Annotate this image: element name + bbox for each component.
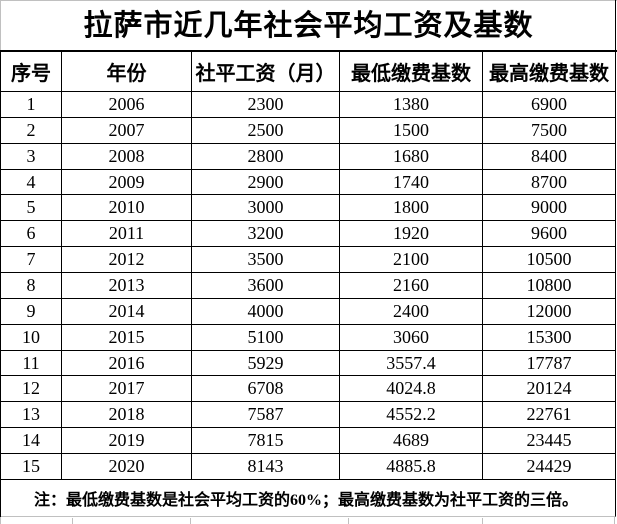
table-cell: 2011 [62,221,192,248]
table-cell: 5929 [192,350,340,377]
table-cell: 2015 [62,324,192,351]
table-cell: 4024.8 [340,376,483,403]
column-header: 社平工资（月） [192,52,340,92]
sheet-gridline-tick [190,518,191,524]
table-cell: 6900 [483,92,616,118]
table-cell: 7500 [483,117,616,144]
table-cell: 3000 [192,195,340,222]
table-cell: 2 [1,117,62,144]
table-cell: 2300 [192,92,340,118]
table-cell: 1 [1,92,62,118]
table-cell: 6 [1,221,62,248]
sheet-gridline-tick [348,518,349,524]
table-cell: 15300 [483,324,616,351]
table-cell: 3200 [192,221,340,248]
table-cell: 23445 [483,428,616,455]
page-title: 拉萨市近几年社会平均工资及基数 [83,10,534,42]
table-cell: 4885.8 [340,454,483,480]
table-cell: 2020 [62,454,192,480]
table-cell: 2800 [192,143,340,170]
table-cell: 9 [1,298,62,325]
table-cell: 20124 [483,376,616,403]
table-cell: 2007 [62,117,192,144]
table-cell: 2900 [192,169,340,196]
sheet-gridline-tick [72,518,73,524]
table-cell: 2009 [62,169,192,196]
table-cell: 3557.4 [340,350,483,377]
table-cell: 11 [1,350,62,377]
table-cell: 22761 [483,402,616,429]
table-cell: 1800 [340,195,483,222]
table-cell: 2006 [62,92,192,118]
table-cell: 7 [1,247,62,274]
table-cell: 2400 [340,298,483,325]
table-cell: 1740 [340,169,483,196]
table-cell: 5100 [192,324,340,351]
table-cell: 1500 [340,117,483,144]
table-cell: 4552.2 [340,402,483,429]
table-cell: 3 [1,143,62,170]
table-cell: 6708 [192,376,340,403]
table-cell: 10500 [483,247,616,274]
table-cell: 13 [1,402,62,429]
table-cell: 4 [1,169,62,196]
table-cell: 2016 [62,350,192,377]
table-cell: 2012 [62,247,192,274]
table-cell: 7587 [192,402,340,429]
table-cell: 2014 [62,298,192,325]
table-cell: 8143 [192,454,340,480]
table-cell: 2013 [62,273,192,299]
table-cell: 2018 [62,402,192,429]
table-cell: 8700 [483,169,616,196]
table-cell: 9000 [483,195,616,222]
table-cell: 3600 [192,273,340,299]
table-cell: 14 [1,428,62,455]
table-cell: 2010 [62,195,192,222]
table-cell: 2100 [340,247,483,274]
table-cell: 2017 [62,376,192,403]
table-cell: 3060 [340,324,483,351]
table-cell: 5 [1,195,62,222]
table-cell: 1680 [340,143,483,170]
sheet-gridline-tick [482,518,483,524]
table-cell: 2008 [62,143,192,170]
table-cell: 17787 [483,350,616,377]
table-cell: 8 [1,273,62,299]
table-cell: 1920 [340,221,483,248]
sheet-gridline-top [0,0,617,1]
table-cell: 12000 [483,298,616,325]
column-header: 年份 [62,52,192,92]
table-cell: 3500 [192,247,340,274]
table-cell: 2500 [192,117,340,144]
column-header: 序号 [1,52,62,92]
table-cell: 10 [1,324,62,351]
column-header: 最高缴费基数 [483,52,616,92]
table-cell: 9600 [483,221,616,248]
table-cell: 4689 [340,428,483,455]
table-cell: 2160 [340,273,483,299]
table-cell: 2019 [62,428,192,455]
table-cell: 4000 [192,298,340,325]
table-cell: 24429 [483,454,616,480]
table-footnote: 注：最低缴费基数是社会平均工资的60%；最高缴费基数为社平工资的三倍。 [1,479,616,517]
column-header: 最低缴费基数 [340,52,483,92]
table-cell: 15 [1,454,62,480]
table-cell: 12 [1,376,62,403]
table-cell: 8400 [483,143,616,170]
wage-base-table: 序号 年份 社平工资（月） 最低缴费基数 最高缴费基数 1 2006 2300 1380 6900… [0,50,617,517]
table-outer-border-right [615,0,616,52]
table-cell: 1380 [340,92,483,118]
sheet-gridline-right [614,517,615,524]
table-cell: 7815 [192,428,340,455]
table-cell: 10800 [483,273,616,299]
